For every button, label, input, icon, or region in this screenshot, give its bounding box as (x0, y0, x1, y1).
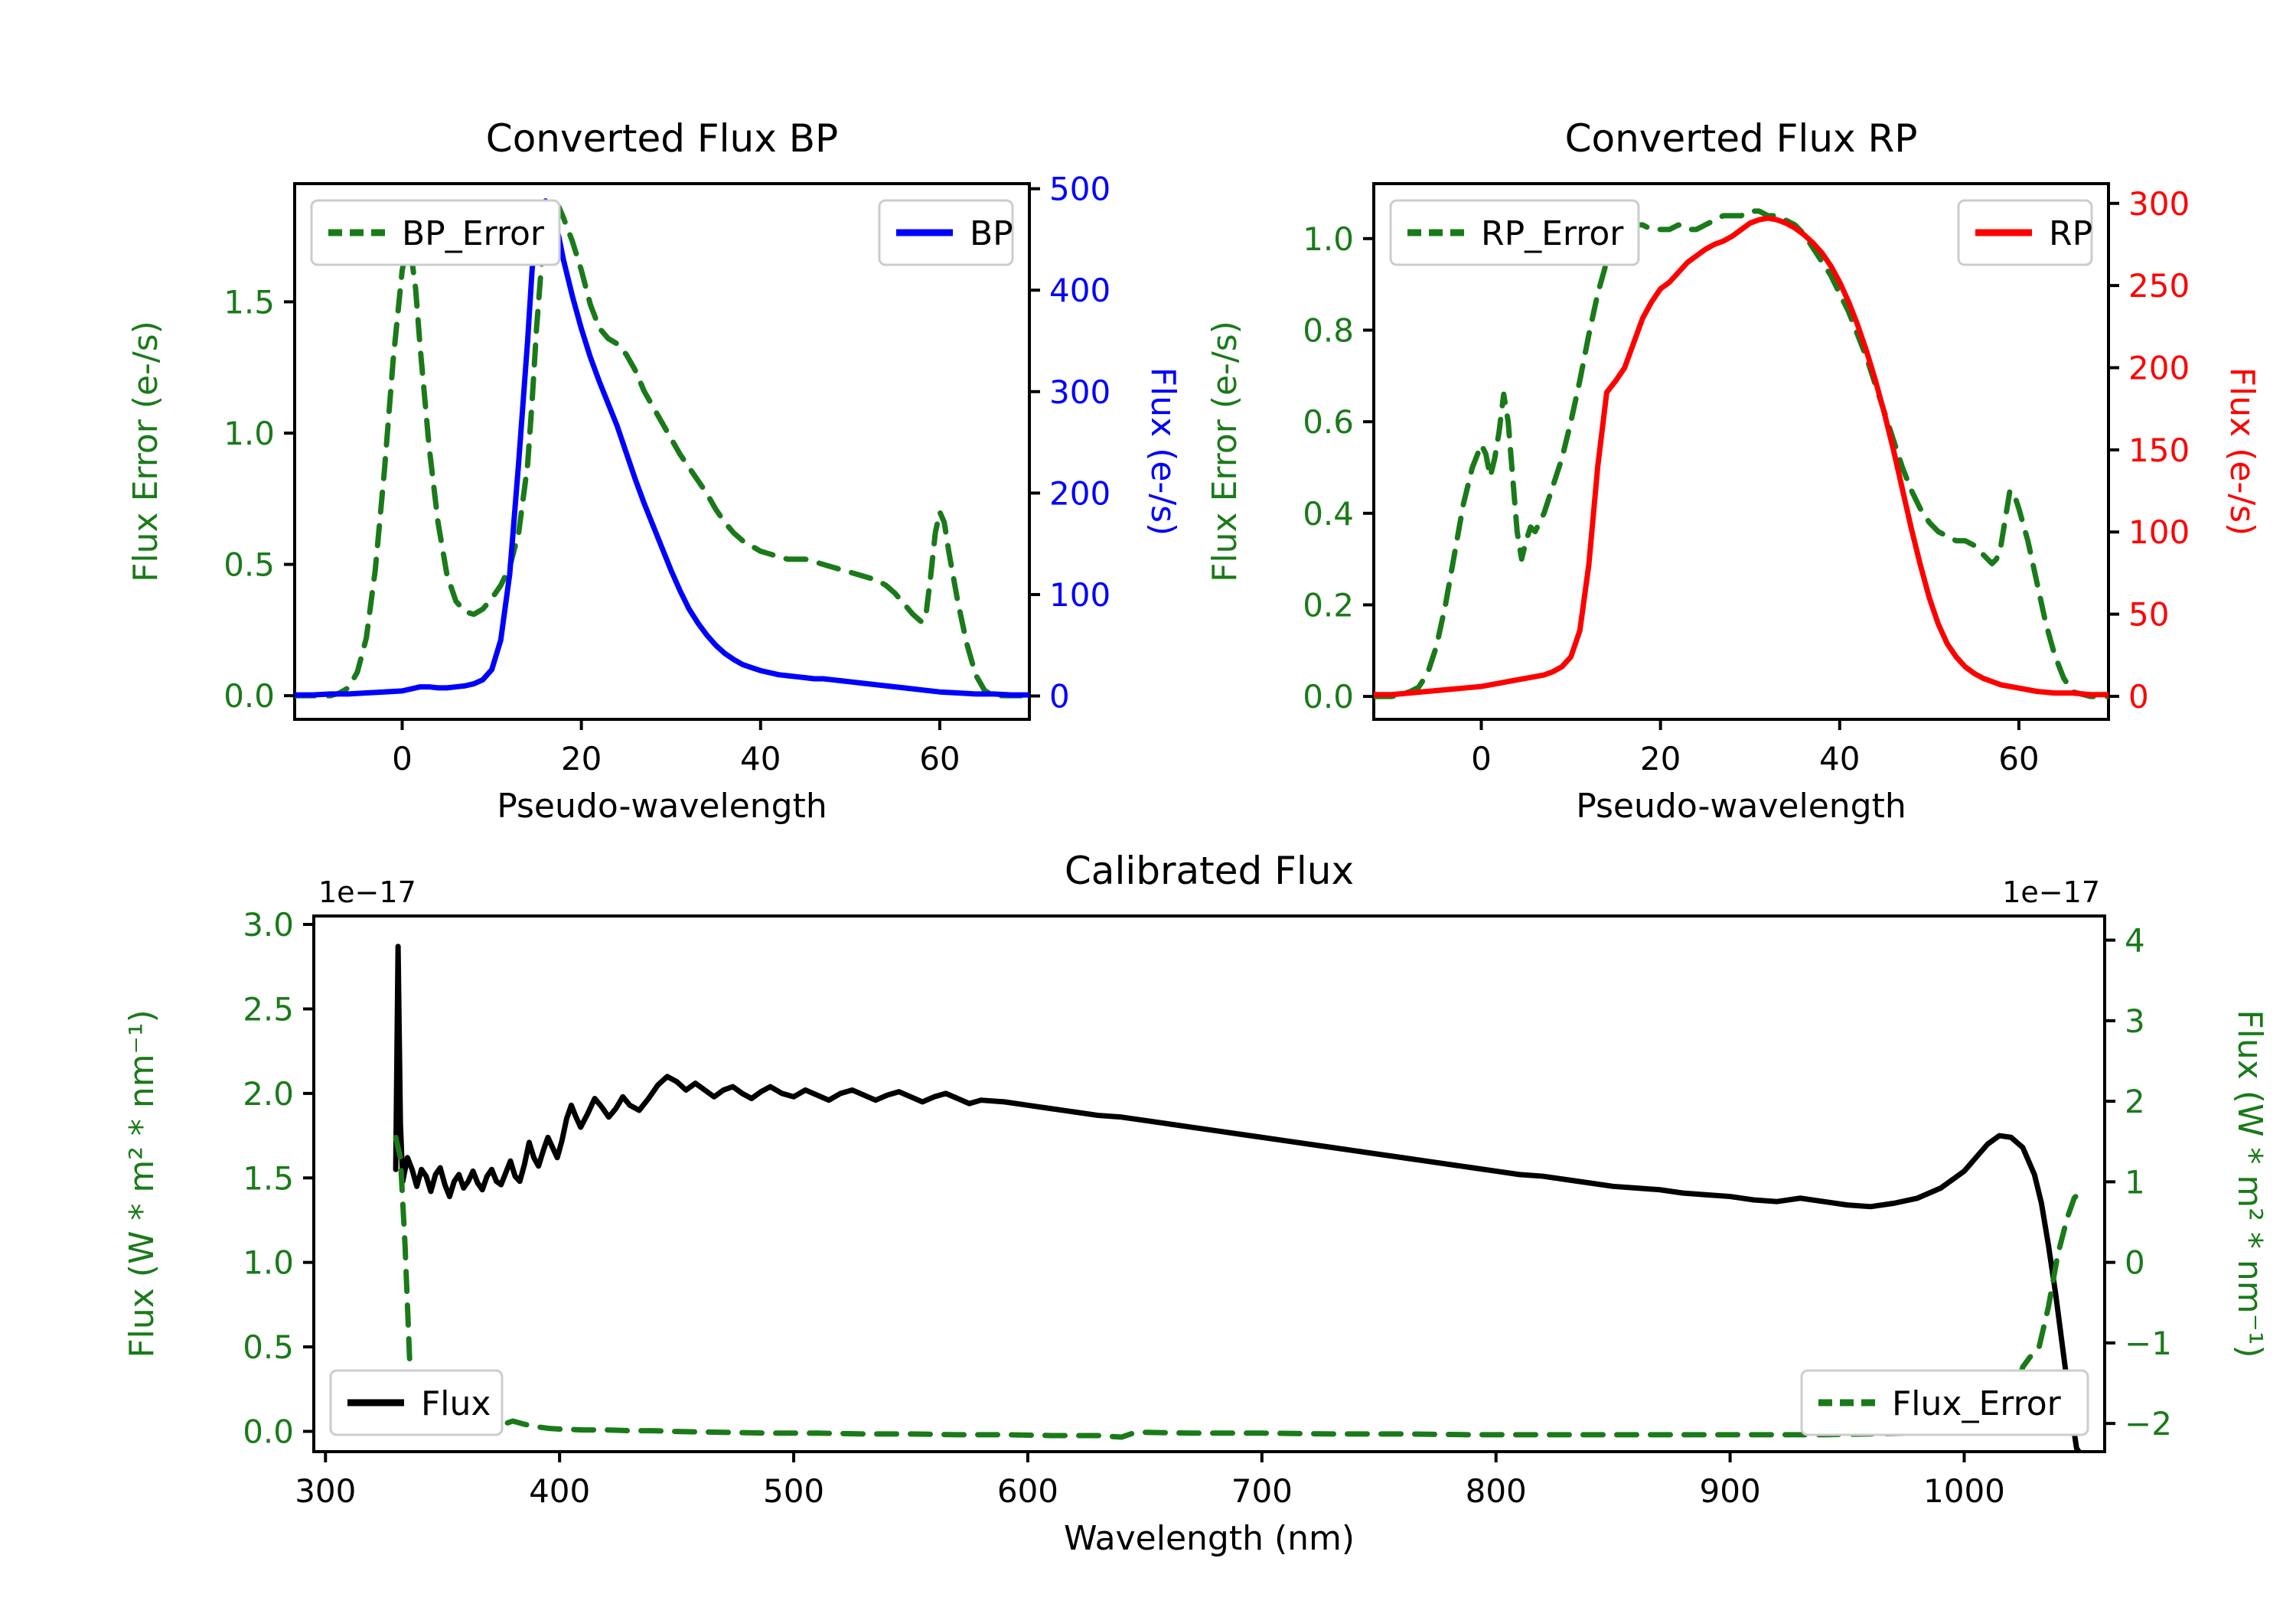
axes-frame (293, 182, 1031, 721)
y-tick-label-right: 250 (2128, 267, 2190, 305)
x-axis-label: Wavelength (nm) (1064, 1519, 1355, 1558)
y-axis-label-left: Flux Error (e-/s) (1205, 321, 1244, 582)
y-axis-label-left: Flux Error (e-/s) (126, 321, 165, 582)
x-tick-label: 40 (740, 740, 781, 777)
legend-label: BP (970, 214, 1013, 253)
panel-title: Converted Flux BP (486, 116, 838, 161)
y-tick-label-left: 3.0 (243, 906, 294, 944)
y-axis-label-left: Flux (W * m² * nm⁻¹) (122, 1009, 161, 1358)
y-tick-label-left: 0.0 (243, 1413, 294, 1451)
y-tick-label-right: 0 (1049, 678, 1070, 715)
legend-bp_error[interactable]: BP_Error (310, 199, 561, 266)
y-tick-label-left: 0.8 (1303, 311, 1354, 349)
y-tick-label-left: 0.0 (223, 677, 275, 715)
y-tick-label-left: 1.5 (223, 283, 275, 321)
legend-box (1389, 199, 1640, 266)
y-tick-label-right: 300 (1049, 373, 1110, 411)
y-tick-label-right: 2 (2125, 1083, 2145, 1120)
y-tick-label-left: 0.5 (223, 546, 275, 584)
y-tick-label-left: 0.2 (1303, 586, 1354, 624)
y-tick-label-right: 3 (2125, 1002, 2145, 1040)
y-tick-label-left: 0.0 (1303, 678, 1354, 715)
panel-title: Calibrated Flux (1065, 849, 1354, 893)
y-tick-label-right: 100 (1049, 576, 1110, 614)
legend-flux[interactable]: Flux (329, 1369, 504, 1436)
x-tick-label: 500 (763, 1472, 824, 1510)
y-tick-label-right: 0 (2128, 678, 2149, 715)
axes-frame (1372, 182, 2110, 721)
curves-group (295, 198, 1029, 699)
y-tick-label-left: 1.5 (243, 1159, 294, 1197)
y-tick-label-right: 300 (2128, 185, 2190, 223)
y-axis-label-right: Flux (W * m² * nm⁻¹) (2230, 1009, 2269, 1358)
y-axis-label-right: Flux (e-/s) (1143, 367, 1182, 536)
y-offset-label-right: 1e−17 (2002, 875, 2100, 909)
x-tick-label: 0 (1471, 740, 1492, 777)
x-tick-label: 0 (392, 740, 413, 777)
x-tick-label: 20 (1640, 740, 1681, 777)
y-tick-label-right: 100 (2128, 513, 2190, 551)
legend-bp[interactable]: BP (878, 199, 1014, 266)
y-tick-label-left: 1.0 (1303, 220, 1354, 258)
x-tick-label: 20 (561, 740, 602, 777)
panel-converted-flux-rp: Converted Flux RP 0 20 40 60 Pseudo-wavelengt… (1205, 116, 2262, 826)
panel-converted-flux-bp: Converted Flux BP 0 20 40 60 Pseudo-wavelengt… (126, 116, 1182, 826)
x-tick-label: 600 (997, 1472, 1058, 1510)
y-tick-label-right: 400 (1049, 272, 1110, 309)
series-line-rp (1374, 215, 2108, 698)
legend-rp_error[interactable]: RP_Error (1389, 199, 1640, 266)
y-tick-label-right: 1 (2125, 1163, 2145, 1201)
x-tick-label: 60 (919, 740, 960, 777)
y-tick-label-left: 1.0 (223, 415, 275, 452)
y-offset-label-left: 1e−17 (318, 875, 416, 909)
y-tick-label-right: 0 (2125, 1244, 2145, 1282)
legend-label: BP_Error (402, 214, 545, 253)
y-axis-label-right: Flux (e-/s) (2223, 367, 2262, 536)
x-tick-label: 1000 (1923, 1472, 2005, 1510)
y-tick-label-left: 1.0 (243, 1244, 294, 1282)
x-tick-label: 900 (1700, 1472, 1761, 1510)
y-tick-label-right: −1 (2125, 1325, 2172, 1362)
y-tick-label-right: 4 (2125, 922, 2145, 960)
legend-box (310, 199, 561, 266)
legend-flux_error[interactable]: Flux_Error (1800, 1369, 2089, 1436)
curves-group (1374, 208, 2108, 699)
y-tick-label-right: −2 (2125, 1405, 2172, 1442)
y-tick-label-left: 0.4 (1303, 495, 1354, 533)
panel-calibrated-flux: Calibrated Flux 300 400 500 600 700 800 900 1000… (122, 849, 2269, 1558)
panel-title: Converted Flux RP (1565, 116, 1918, 161)
y-tick-label-right: 50 (2128, 596, 2169, 634)
y-tick-label-right: 150 (2128, 432, 2190, 469)
y-tick-label-right: 500 (1049, 171, 1110, 208)
y-tick-label-left: 2.5 (243, 990, 294, 1028)
series-line-flux (393, 944, 2082, 1452)
y-tick-label-right: 200 (1049, 474, 1110, 512)
legend-box (1800, 1369, 2089, 1436)
x-tick-label: 800 (1466, 1472, 1527, 1510)
x-axis-label: Pseudo-wavelength (1576, 787, 1906, 826)
x-tick-label: 700 (1231, 1472, 1293, 1510)
legend-rp[interactable]: RP (1957, 199, 2093, 266)
series-line-bp_error (295, 199, 1029, 699)
legend-label: Flux (421, 1384, 491, 1423)
y-tick-label-left: 0.5 (243, 1328, 294, 1366)
y-tick-label-left: 0.6 (1303, 403, 1354, 441)
series-line-rp_error (1374, 208, 2108, 699)
x-tick-label: 60 (1998, 740, 2039, 777)
legend-box (329, 1369, 504, 1436)
x-tick-label: 40 (1819, 740, 1860, 777)
y-tick-label-right: 200 (2128, 349, 2190, 386)
legend-label: Flux_Error (1892, 1384, 2062, 1423)
series-line-bp (295, 198, 1029, 698)
legend-label: RP (2049, 214, 2092, 253)
legend-label: RP_Error (1481, 214, 1624, 253)
x-tick-label: 400 (529, 1472, 590, 1510)
axes-frame (312, 914, 2106, 1453)
x-tick-label: 300 (295, 1472, 356, 1510)
y-tick-label-left: 2.0 (243, 1075, 294, 1113)
x-axis-label: Pseudo-wavelength (497, 787, 827, 826)
